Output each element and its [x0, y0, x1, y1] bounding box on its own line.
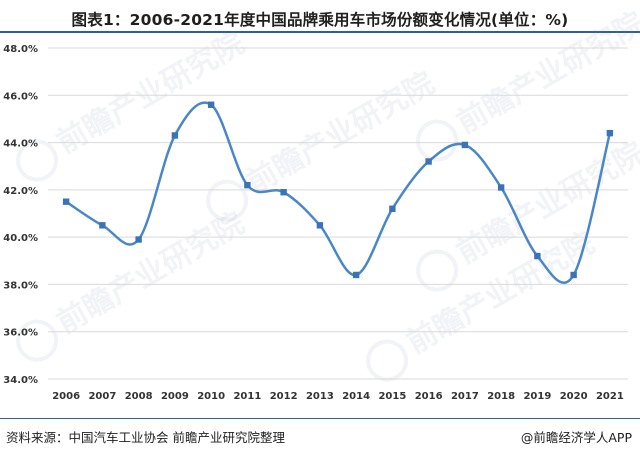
data-point — [425, 158, 432, 165]
x-tick-label: 2010 — [197, 391, 225, 402]
x-tick-label: 2016 — [415, 391, 443, 402]
x-tick-label: 2006 — [52, 391, 80, 402]
data-point — [534, 252, 541, 260]
x-tick-label: 2017 — [451, 391, 479, 402]
data-point — [99, 222, 106, 229]
data-point — [352, 271, 360, 279]
data-point — [171, 132, 179, 139]
x-tick-label: 2007 — [88, 391, 116, 402]
data-point — [606, 129, 614, 137]
data-point — [280, 189, 287, 196]
x-tick-label: 2019 — [523, 391, 551, 402]
x-tick-label: 2011 — [233, 391, 261, 402]
y-tick-label: 38.0% — [3, 280, 38, 291]
y-tick-label: 46.0% — [3, 91, 38, 102]
x-tick-label: 2018 — [487, 391, 515, 402]
data-point — [62, 198, 70, 205]
line-chart: 34.0% 36.0% 38.0% 40.0% 42.0% 44.0% 46.0% 48.0%… — [3, 44, 628, 402]
x-tick-label: 2012 — [270, 391, 298, 402]
x-tick-label: 2014 — [342, 391, 370, 402]
data-point — [461, 141, 469, 149]
y-tick-label: 48.0% — [3, 44, 38, 55]
y-tick-label: 44.0% — [3, 139, 38, 150]
x-tick-label: 2015 — [378, 391, 406, 402]
y-tick-label: 34.0% — [3, 375, 38, 386]
series-line — [65, 101, 612, 284]
data-point — [389, 205, 396, 212]
y-tick-label: 36.0% — [3, 328, 38, 339]
y-tick-label: 42.0% — [3, 186, 38, 197]
data-point — [207, 101, 215, 108]
x-tick-label: 2008 — [125, 391, 153, 402]
data-point — [135, 236, 142, 243]
data-point — [244, 181, 251, 189]
chart-title: 图表1：2006-2021年度中国品牌乘用车市场份额变化情况(单位：%) — [71, 11, 569, 29]
footer: 资料来源：中国汽车工业协会 前瞻产业研究院整理 @前瞻经济学人APP — [0, 418, 640, 451]
x-tick-label: 2013 — [306, 391, 334, 402]
source-note: 资料来源：中国汽车工业协会 前瞻产业研究院整理 — [6, 430, 285, 445]
x-tick-label: 2009 — [161, 391, 189, 402]
x-tick-label: 2020 — [560, 391, 588, 402]
data-point — [570, 271, 577, 279]
credit-note: @前瞻经济学人APP — [520, 430, 632, 445]
title-divider — [0, 31, 640, 33]
x-tick-label: 2021 — [596, 391, 624, 402]
data-point — [316, 222, 324, 229]
data-point — [497, 184, 505, 191]
y-tick-label: 40.0% — [3, 233, 38, 244]
